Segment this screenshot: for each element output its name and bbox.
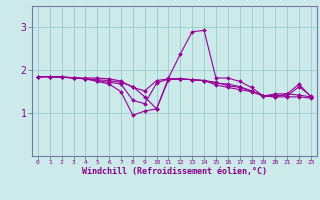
X-axis label: Windchill (Refroidissement éolien,°C): Windchill (Refroidissement éolien,°C) bbox=[82, 167, 267, 176]
